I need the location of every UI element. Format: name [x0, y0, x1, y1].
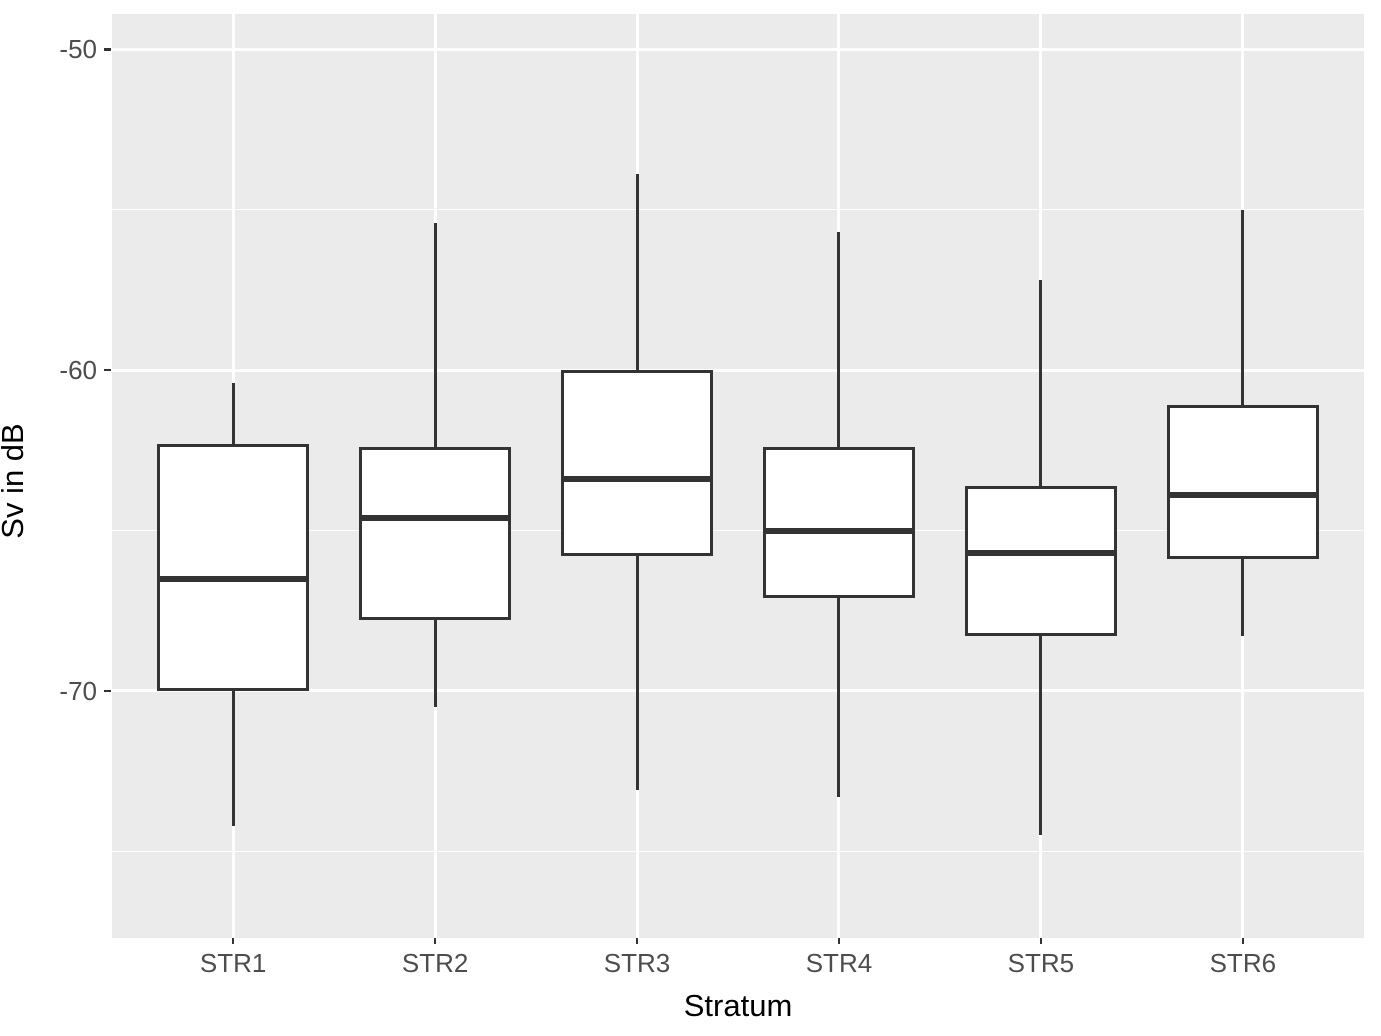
- whisker-upper-STR4: [837, 232, 841, 448]
- x-tick-label-STR6: STR6: [1209, 948, 1277, 978]
- median-line-STR1: [157, 575, 309, 582]
- gridline-minor-y: [112, 850, 1364, 853]
- y-axis-tick: [104, 368, 111, 372]
- gridline-minor-y: [112, 529, 1364, 532]
- x-axis-tick: [1039, 938, 1043, 944]
- x-axis-tick: [1241, 938, 1245, 944]
- y-tick-label: -60: [59, 355, 97, 386]
- y-tick-label: -50: [59, 34, 97, 65]
- x-tick-label-STR4: STR4: [805, 948, 873, 978]
- whisker-lower-STR6: [1241, 559, 1245, 637]
- x-tick-label-STR1: STR1: [199, 948, 267, 978]
- x-axis-title: Stratum: [683, 988, 793, 1023]
- y-axis-title: Sv in dB: [0, 423, 30, 539]
- median-line-STR6: [1167, 492, 1319, 499]
- box-STR3: [561, 370, 713, 557]
- gridline-minor-y: [112, 208, 1364, 211]
- whisker-upper-STR2: [433, 222, 437, 448]
- plot-panel: [112, 14, 1364, 938]
- whisker-upper-STR6: [1241, 209, 1245, 406]
- box-STR1: [157, 443, 309, 691]
- whisker-lower-STR2: [433, 620, 437, 707]
- x-tick-label-STR2: STR2: [401, 948, 469, 978]
- box-STR2: [359, 447, 511, 621]
- median-line-STR4: [763, 527, 915, 534]
- y-axis-tick: [104, 48, 111, 51]
- y-axis-tick: [104, 689, 111, 693]
- x-axis-tick: [635, 938, 639, 944]
- whisker-lower-STR4: [837, 597, 841, 797]
- median-line-STR3: [561, 476, 713, 483]
- median-line-STR2: [359, 514, 511, 521]
- whisker-upper-STR1: [231, 382, 235, 444]
- whisker-lower-STR5: [1039, 636, 1043, 836]
- x-tick-label-STR5: STR5: [1007, 948, 1075, 978]
- gridline-major-y: [112, 47, 1364, 51]
- whisker-lower-STR1: [231, 690, 235, 826]
- x-axis-tick: [433, 938, 437, 944]
- box-STR5: [965, 485, 1117, 637]
- box-STR6: [1167, 405, 1319, 560]
- median-line-STR5: [965, 550, 1117, 556]
- x-tick-label-STR3: STR3: [603, 948, 671, 978]
- gridline-major-y: [112, 689, 1364, 693]
- gridline-major-y: [112, 368, 1364, 372]
- whisker-upper-STR5: [1039, 280, 1043, 486]
- x-axis-tick: [231, 938, 235, 944]
- y-tick-label: -70: [59, 675, 97, 706]
- x-axis-tick: [837, 938, 841, 944]
- whisker-lower-STR3: [635, 556, 639, 791]
- box-STR4: [763, 447, 915, 598]
- whisker-upper-STR3: [635, 174, 639, 371]
